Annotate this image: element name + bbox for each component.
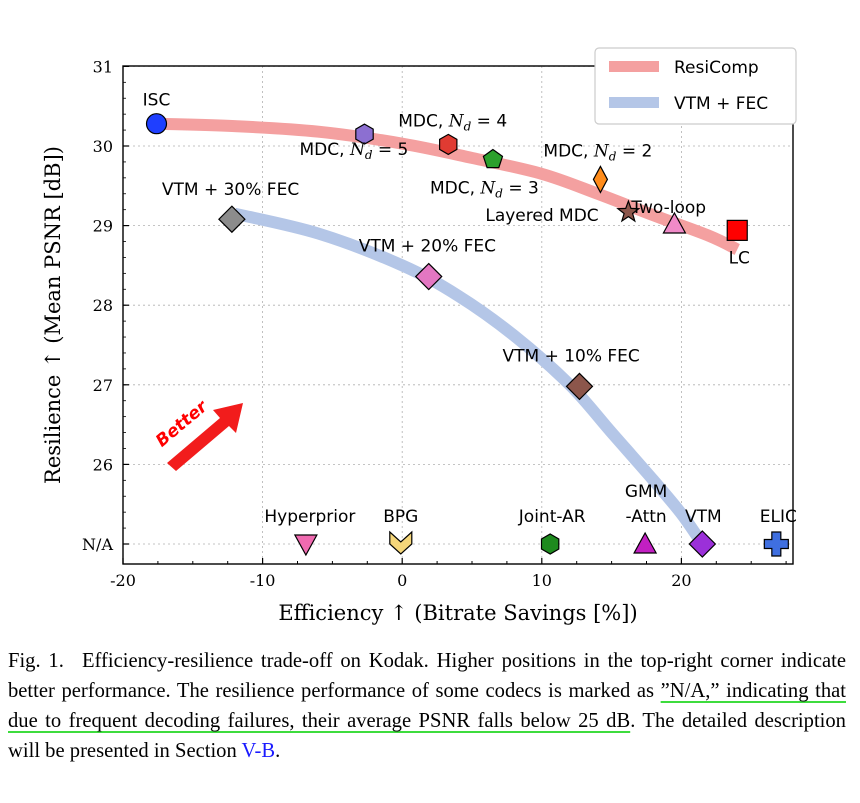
y-tick-label: 27 xyxy=(93,376,113,395)
data-points xyxy=(145,113,789,558)
y-tick-label: 30 xyxy=(93,137,113,156)
label-bpg: BPG xyxy=(383,507,418,527)
y-tick-label: 29 xyxy=(93,217,113,236)
efficiency-resilience-chart: -20 -10 0 10 20 N/A 26 27 28 29 30 31 ISC MDC, Nd = … xyxy=(41,47,797,625)
label-layered-mdc: Layered MDC xyxy=(485,206,598,226)
legend-label-vtm-fec: VTM + FEC xyxy=(674,94,768,114)
section-link[interactable]: V-B xyxy=(241,740,276,762)
marker-elic xyxy=(763,531,789,557)
caption-text-end: . xyxy=(275,740,281,762)
label-joint-ar: Joint-AR xyxy=(518,507,586,527)
label-gmm-attn: -Attn xyxy=(626,507,667,527)
label-mdc-n-d-5: MDC, Nd = 5 xyxy=(300,140,409,162)
legend-swatch-vtm-fec xyxy=(609,97,659,108)
curve-vtm-fec xyxy=(233,207,708,548)
marker-gmm-attn xyxy=(633,531,658,554)
y-tick-label: 31 xyxy=(93,57,113,76)
marker-isc xyxy=(145,113,168,135)
marker-mdc-n-d-2 xyxy=(592,165,609,194)
legend: ResiComp VTM + FEC xyxy=(594,47,797,125)
axis-ticks: -20 -10 0 10 20 N/A 26 27 28 29 30 31 xyxy=(82,57,787,590)
label-vtm: VTM xyxy=(685,507,722,527)
caption-underlined-text: ”N/A,” indicating that due to frequent d… xyxy=(8,680,846,732)
label-isc: ISC xyxy=(143,91,171,111)
x-tick-label: 10 xyxy=(532,571,552,590)
marker-bpg xyxy=(389,530,413,555)
marker-mdc-n-d-5 xyxy=(355,123,374,145)
label-elic: ELIC xyxy=(760,507,797,527)
x-tick-label: 20 xyxy=(671,571,691,590)
x-tick-label: -20 xyxy=(110,571,136,590)
label-two-loop: Two-loop xyxy=(630,198,706,218)
label-mdc-n-d-4: MDC, Nd = 4 xyxy=(398,111,507,133)
marker-lc xyxy=(726,219,748,241)
label-mdc-n-d-3: MDC, Nd = 3 xyxy=(430,179,539,201)
legend-label-resicomp: ResiComp xyxy=(674,58,759,78)
marker-vtm xyxy=(688,530,717,558)
marker-two-loop xyxy=(662,211,687,234)
marker-layered-mdc xyxy=(616,199,641,223)
label-vtm-20-fec: VTM + 20% FEC xyxy=(359,237,496,257)
marker-joint-ar xyxy=(540,533,560,555)
marker-vtm-30-fec xyxy=(218,205,246,234)
marker-vtm-10-fec xyxy=(565,372,594,401)
label-mdc-n-d-2: MDC, Nd = 2 xyxy=(543,141,652,163)
point-labels: ISC MDC, Nd = 5 MDC, Nd = 4 MDC, Nd = 3MDC,… xyxy=(143,91,797,527)
marker-vtm-20-fec xyxy=(414,262,443,291)
label-hyperprior: Hyperprior xyxy=(264,507,355,527)
label-lc: LC xyxy=(729,248,750,268)
caption-text: Fig. 1. Efficiency-resilience trade-off … xyxy=(8,650,846,702)
caption-text-middle: . The detailed description will be prese… xyxy=(8,710,846,762)
label-vtm-10-fec: VTM + 10% FEC xyxy=(502,346,639,366)
y-tick-label: 26 xyxy=(93,455,113,474)
figure-caption: Fig. 1. Efficiency-resilience trade-off … xyxy=(8,646,846,766)
x-axis-label: Efficiency ↑ (Bitrate Savings [%]) xyxy=(278,601,637,625)
x-tick-label: -10 xyxy=(250,571,276,590)
label-gmm-attn: GMM xyxy=(625,482,668,502)
plot-frame xyxy=(122,65,794,565)
marker-hyperprior xyxy=(293,534,318,557)
marker-mdc-n-d-4 xyxy=(439,133,458,156)
grid xyxy=(122,66,793,564)
label-vtm-30-fec: VTM + 30% FEC xyxy=(162,180,299,200)
legend-swatch-resicomp xyxy=(609,61,659,72)
y-tick-label: 28 xyxy=(93,296,113,315)
x-tick-label: 0 xyxy=(397,571,407,590)
marker-mdc-n-d-3 xyxy=(482,148,504,169)
y-axis-label: Resilience ↑ (Mean PSNR [dB]) xyxy=(41,146,65,484)
better-arrow xyxy=(167,403,243,471)
better-annotation: Better xyxy=(152,396,243,471)
y-tick-label: N/A xyxy=(82,535,113,554)
